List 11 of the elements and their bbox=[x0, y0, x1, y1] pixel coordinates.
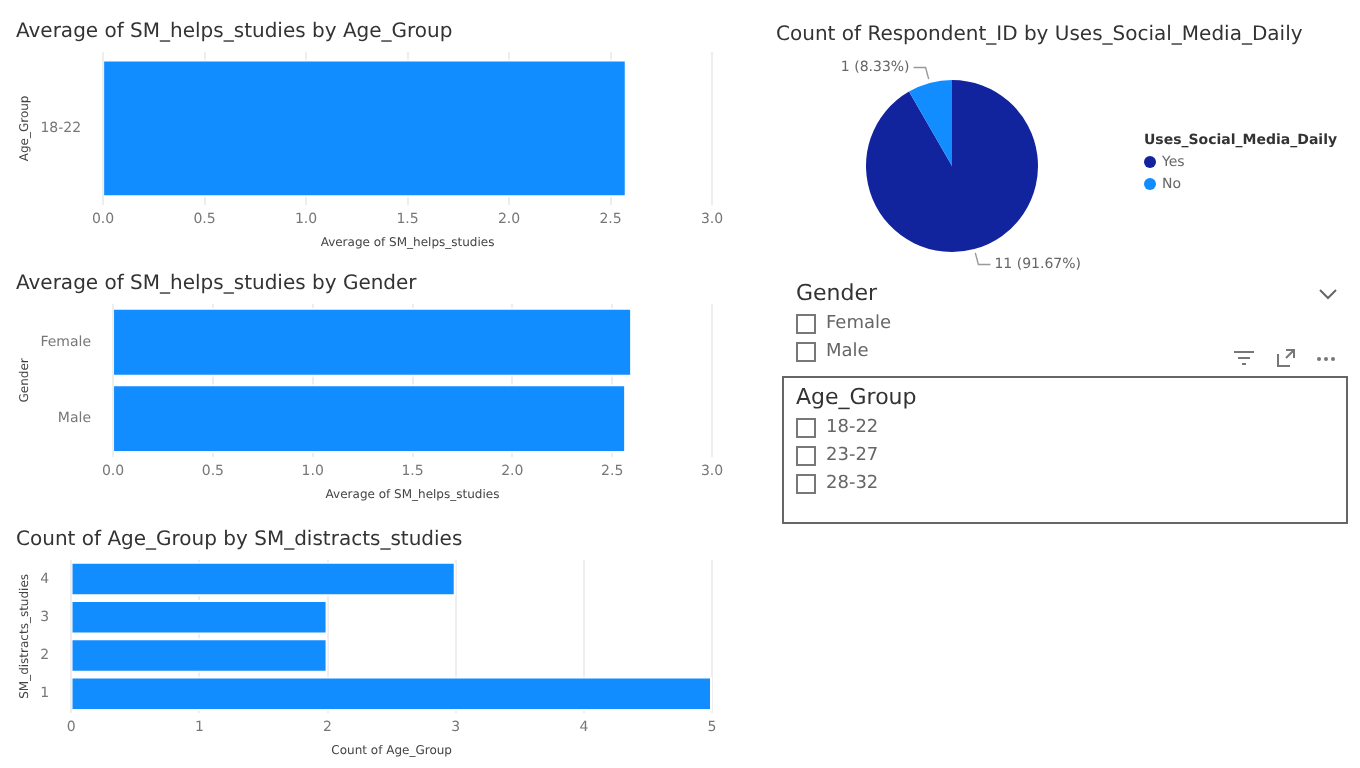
chart-title: Average of SM_helps_studies by Age_Group bbox=[16, 21, 453, 44]
chart-title: Average of SM_helps_studies by Gender bbox=[16, 273, 419, 296]
text: Gender bbox=[794, 278, 880, 310]
text: Female bbox=[826, 314, 892, 334]
text: 18-22 bbox=[826, 418, 879, 438]
chart-title: Count of Age_Group by SM_distracts_studies bbox=[16, 529, 463, 552]
text: 23-27 bbox=[826, 446, 879, 466]
text: Male bbox=[826, 342, 869, 362]
text: Age_Group bbox=[794, 382, 919, 414]
text: 28-32 bbox=[826, 474, 879, 494]
chart-title: Count of Respondent_ID by Uses_Social_Media_Daily bbox=[774, 22, 1305, 50]
